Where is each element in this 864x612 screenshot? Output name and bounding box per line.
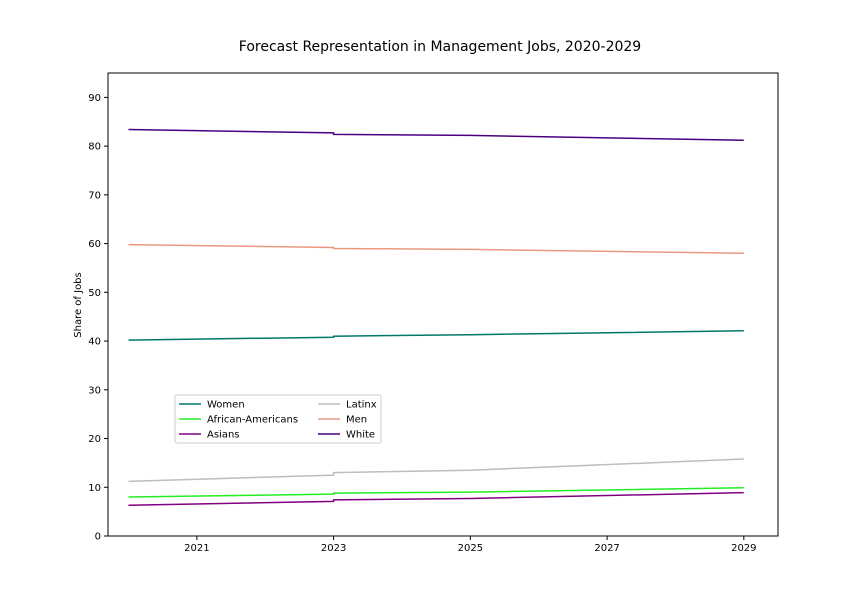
y-axis-label: Share of Jobs <box>73 272 84 337</box>
legend-label: Men <box>346 415 367 426</box>
y-tick-label: 90 <box>88 93 101 104</box>
series-line-latinx <box>128 458 744 483</box>
legend-label: Women <box>207 400 245 411</box>
x-tick-label: 2029 <box>731 543 756 554</box>
x-axis: 2021 2023 2025 2027 2029 <box>184 536 757 554</box>
y-tick-label: 10 <box>88 483 101 494</box>
x-tick-label: 2021 <box>184 543 209 554</box>
x-tick-label: 2027 <box>594 543 619 554</box>
x-tick-label: 2023 <box>321 543 346 554</box>
series-line-african-americans <box>128 487 744 498</box>
legend-label: White <box>346 430 375 441</box>
series-line-men <box>128 243 744 255</box>
series-line-asians <box>128 491 744 507</box>
legend-label: African-Americans <box>207 415 298 426</box>
chart-title: Forecast Representation in Management Jo… <box>239 39 641 55</box>
legend-label: Latinx <box>346 400 377 411</box>
series-line-women <box>128 330 744 341</box>
y-tick-label: 0 <box>95 532 101 543</box>
plot-frame <box>107 72 779 537</box>
legend-box <box>174 394 382 444</box>
y-axis: 0 10 20 30 40 50 60 70 80 90 <box>88 93 108 543</box>
y-tick-label: 20 <box>88 434 101 445</box>
y-tick-label: 50 <box>88 288 101 299</box>
legend: Women African-Americans Asians Latinx Men Whi… <box>174 394 382 444</box>
x-tick-label: 2025 <box>458 543 483 554</box>
series-layer <box>128 128 744 507</box>
y-tick-label: 40 <box>88 337 101 348</box>
y-tick-label: 80 <box>88 142 101 153</box>
y-tick-label: 30 <box>88 385 101 396</box>
y-tick-label: 70 <box>88 190 101 201</box>
legend-label: Asians <box>207 430 240 441</box>
series-line-white <box>128 128 744 142</box>
y-tick-label: 60 <box>88 239 101 250</box>
